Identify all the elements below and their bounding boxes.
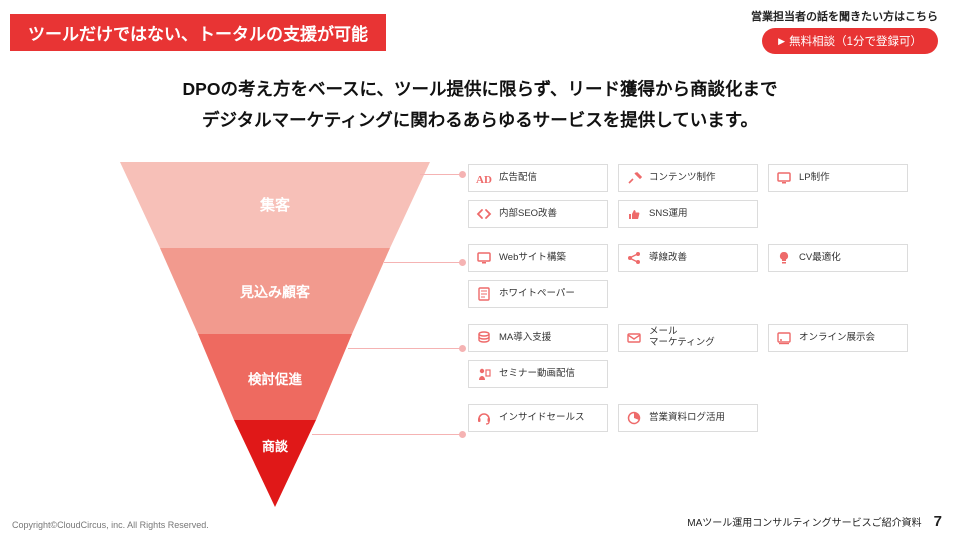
cta-button-label: 無料相談（1分で登録可） xyxy=(789,33,922,49)
cta-text: 営業担当者の話を聞きたい方はこちら xyxy=(751,8,938,24)
ad-icon: AD xyxy=(475,169,493,187)
service-group: Webサイト構築 導線改善 CV最適化ホワイトペーパー xyxy=(468,244,948,308)
subtitle-line-1: DPOの考え方をベースに、ツール提供に限らず、リード獲得から商談化まで xyxy=(0,74,960,105)
service-label: MA導入支援 xyxy=(499,333,551,344)
service-card: コンテンツ制作 xyxy=(618,164,758,192)
service-label: CV最適化 xyxy=(799,253,841,264)
subtitle-line-2: デジタルマーケティングに関わるあらゆるサービスを提供しています。 xyxy=(0,105,960,136)
service-label: 導線改善 xyxy=(649,253,687,264)
funnel-diagram: 集客見込み顧客検討促進商談 xyxy=(120,162,430,507)
service-group: AD 広告配信 コンテンツ制作 LP制作内部SEO改善 SNS運用 xyxy=(468,164,948,228)
funnel-connector xyxy=(384,262,462,263)
service-label: セミナー動画配信 xyxy=(499,369,575,380)
funnel-connector xyxy=(348,348,462,349)
service-label: SNS運用 xyxy=(649,209,688,220)
funnel-connector xyxy=(420,174,462,175)
funnel-stage-label: 見込み顧客 xyxy=(120,282,430,302)
code-icon xyxy=(475,205,493,223)
service-card: ホワイトペーパー xyxy=(468,280,608,308)
funnel-stage-label: 検討促進 xyxy=(120,368,430,388)
service-label: インサイドセールス xyxy=(499,413,585,424)
service-card: 導線改善 xyxy=(618,244,758,272)
service-label: 営業資料ログ活用 xyxy=(649,413,725,424)
db-icon xyxy=(475,329,493,347)
service-label: 内部SEO改善 xyxy=(499,209,557,220)
service-label: LP制作 xyxy=(799,173,830,184)
funnel-stage-label: 集客 xyxy=(120,194,430,215)
service-group: MA導入支援 メールマーケティング オンライン展示会セミナー動画配信 xyxy=(468,324,948,388)
tools-icon xyxy=(625,169,643,187)
service-label: コンテンツ制作 xyxy=(649,173,716,184)
service-card: 営業資料ログ活用 xyxy=(618,404,758,432)
services-grid: AD 広告配信 コンテンツ制作 LP制作内部SEO改善 SNS運用 Webサイト構築 導線改… xyxy=(468,164,948,446)
service-card: インサイドセールス xyxy=(468,404,608,432)
subtitle: DPOの考え方をベースに、ツール提供に限らず、リード獲得から商談化まで デジタル… xyxy=(0,74,960,135)
service-card: Webサイト構築 xyxy=(468,244,608,272)
cta-button[interactable]: 無料相談（1分で登録可） xyxy=(762,28,938,54)
slide-title: ツールだけではない、トータルの支援が可能 xyxy=(10,14,386,51)
service-card: AD 広告配信 xyxy=(468,164,608,192)
person-icon xyxy=(475,365,493,383)
service-label: ホワイトペーパー xyxy=(499,289,575,300)
top-right-block: 営業担当者の話を聞きたい方はこちら 無料相談（1分で登録可） xyxy=(751,8,938,54)
service-card: SNS運用 xyxy=(618,200,758,228)
monitor-icon xyxy=(775,169,793,187)
service-label: 広告配信 xyxy=(499,173,537,184)
service-card: 内部SEO改善 xyxy=(468,200,608,228)
service-card: メールマーケティング xyxy=(618,324,758,352)
footer-copyright: Copyright©CloudCircus, inc. All Rights R… xyxy=(12,520,209,530)
thumb-icon xyxy=(625,205,643,223)
footer-right: MAツール運用コンサルティングサービスご紹介資料 7 xyxy=(687,513,942,530)
service-card: オンライン展示会 xyxy=(768,324,908,352)
funnel-stage-label: 商談 xyxy=(120,436,430,455)
footer-doc-name: MAツール運用コンサルティングサービスご紹介資料 xyxy=(687,514,921,529)
bulb-icon xyxy=(775,249,793,267)
funnel-connector xyxy=(312,434,462,435)
service-card: セミナー動画配信 xyxy=(468,360,608,388)
svg-text:AD: AD xyxy=(476,174,492,186)
doc-icon xyxy=(475,285,493,303)
service-card: MA導入支援 xyxy=(468,324,608,352)
service-card: LP制作 xyxy=(768,164,908,192)
service-label: メールマーケティング xyxy=(649,327,715,349)
service-label: Webサイト構築 xyxy=(499,253,566,264)
service-label: オンライン展示会 xyxy=(799,333,875,344)
screen-icon xyxy=(775,329,793,347)
mail-icon xyxy=(625,329,643,347)
page-number: 7 xyxy=(934,513,942,530)
monitor-icon xyxy=(475,249,493,267)
service-card: CV最適化 xyxy=(768,244,908,272)
pie-icon xyxy=(625,409,643,427)
headset-icon xyxy=(475,409,493,427)
service-group: インサイドセールス 営業資料ログ活用 xyxy=(468,404,948,432)
share-icon xyxy=(625,249,643,267)
